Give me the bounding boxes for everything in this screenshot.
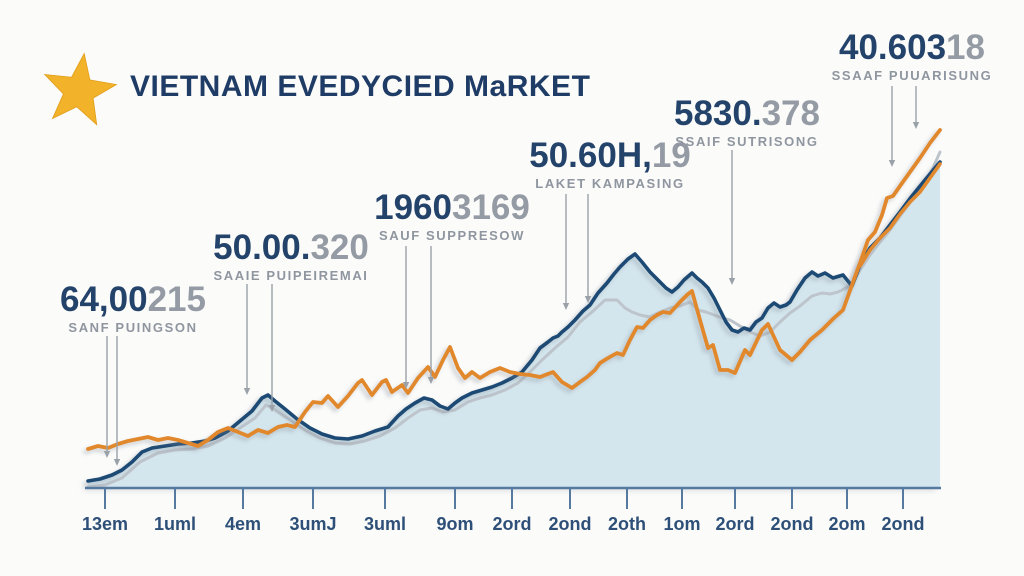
- x-tick-label: 2om: [828, 514, 865, 534]
- annotation-value-gray: 18: [946, 28, 985, 67]
- x-tick-label: 9om: [436, 514, 473, 534]
- annotation-arrowhead: [103, 451, 111, 458]
- x-tick-label: 1om: [663, 514, 700, 534]
- annotation: 64,00215 SANF PUINGSON: [60, 282, 206, 335]
- annotation-arrowhead: [427, 377, 435, 384]
- x-tick-label: 2ord: [715, 514, 754, 534]
- annotation-arrowhead: [402, 382, 410, 389]
- x-tick-label: 2ond: [549, 514, 592, 534]
- annotation-subtitle: LAKET KAMPASING: [535, 176, 685, 191]
- annotation-arrowhead: [243, 388, 251, 395]
- annotation-value-gray: 378: [761, 94, 820, 133]
- annotation-value-dark: 64,00: [60, 280, 148, 319]
- annotation-value: 50.60H,19: [529, 138, 691, 173]
- primary-index-line: [86, 160, 942, 483]
- secondary-index-line: [86, 128, 942, 451]
- tertiary-index-line: [86, 150, 942, 489]
- annotation-subtitle: SSAAF PUUARISUNG: [831, 68, 993, 83]
- annotation-value: 19603169: [374, 190, 530, 225]
- annotation-subtitle: SAAIE PUIPEIREMAI: [213, 268, 369, 283]
- annotation-value-dark: 40.603: [838, 28, 947, 67]
- x-tick-label: 3umJ: [289, 514, 336, 534]
- annotation-arrowhead: [888, 160, 896, 167]
- annotation-value: 50.00.320: [213, 230, 369, 265]
- x-tick-label: 2ond: [882, 514, 925, 534]
- annotation-subtitle: SAUF SUPPRESOW: [379, 228, 525, 243]
- annotation-arrowhead: [268, 405, 276, 412]
- annotation-value-dark: 50.60H,: [529, 136, 652, 175]
- x-tick-label: 2ord: [492, 514, 531, 534]
- annotation-value-dark: 1960: [374, 188, 452, 227]
- annotation-value-gray: 3169: [452, 188, 530, 227]
- annotation-arrowhead: [113, 459, 121, 466]
- star-icon: [43, 52, 118, 126]
- annotation-subtitle: SANF PUINGSON: [68, 320, 198, 335]
- x-tick-label: 13em: [82, 514, 128, 534]
- annotation-arrowhead: [728, 278, 736, 285]
- annotation: 19603169 SAUF SUPPRESOW: [374, 190, 530, 243]
- page-title: VIETNAM EVEDYCIED MaRKET: [130, 70, 591, 103]
- x-tick-label: 3uml: [364, 514, 406, 534]
- annotation-value: 5830.378: [674, 96, 820, 131]
- annotation: 50.00.320 SAAIE PUIPEIREMAI: [213, 230, 369, 283]
- header: VIETNAM EVEDYCIED MaRKET: [18, 22, 590, 152]
- annotation-arrowhead: [584, 296, 592, 303]
- annotation-subtitle: SSAIF SUTRISONG: [675, 134, 819, 149]
- annotation-value-dark: 5830.: [674, 94, 762, 133]
- x-tick-label: 2oth: [608, 514, 646, 534]
- secondary-index-branch-line: [858, 162, 942, 268]
- annotation-value-dark: 50.00.: [213, 228, 311, 267]
- annotation-arrowhead: [912, 122, 920, 129]
- annotation-value: 64,00215: [60, 282, 206, 317]
- annotation-arrowhead: [562, 303, 570, 310]
- annotation-value-gray: 19: [651, 136, 691, 175]
- x-tick-label: 4em: [225, 514, 261, 534]
- annotation: 40.60318 SSAAF PUUARISUNG: [832, 30, 993, 83]
- x-tick-label: 1uml: [154, 514, 196, 534]
- annotation-value: 40.60318: [832, 30, 993, 65]
- price-area-fill: [88, 162, 940, 487]
- x-tick-label: 2ond: [771, 514, 814, 534]
- annotation: 5830.378 SSAIF SUTRISONG: [674, 96, 820, 149]
- annotation-value-gray: 320: [310, 228, 369, 267]
- annotation-value-gray: 215: [147, 280, 206, 319]
- annotation: 50.60H,19 LAKET KAMPASING: [529, 138, 691, 191]
